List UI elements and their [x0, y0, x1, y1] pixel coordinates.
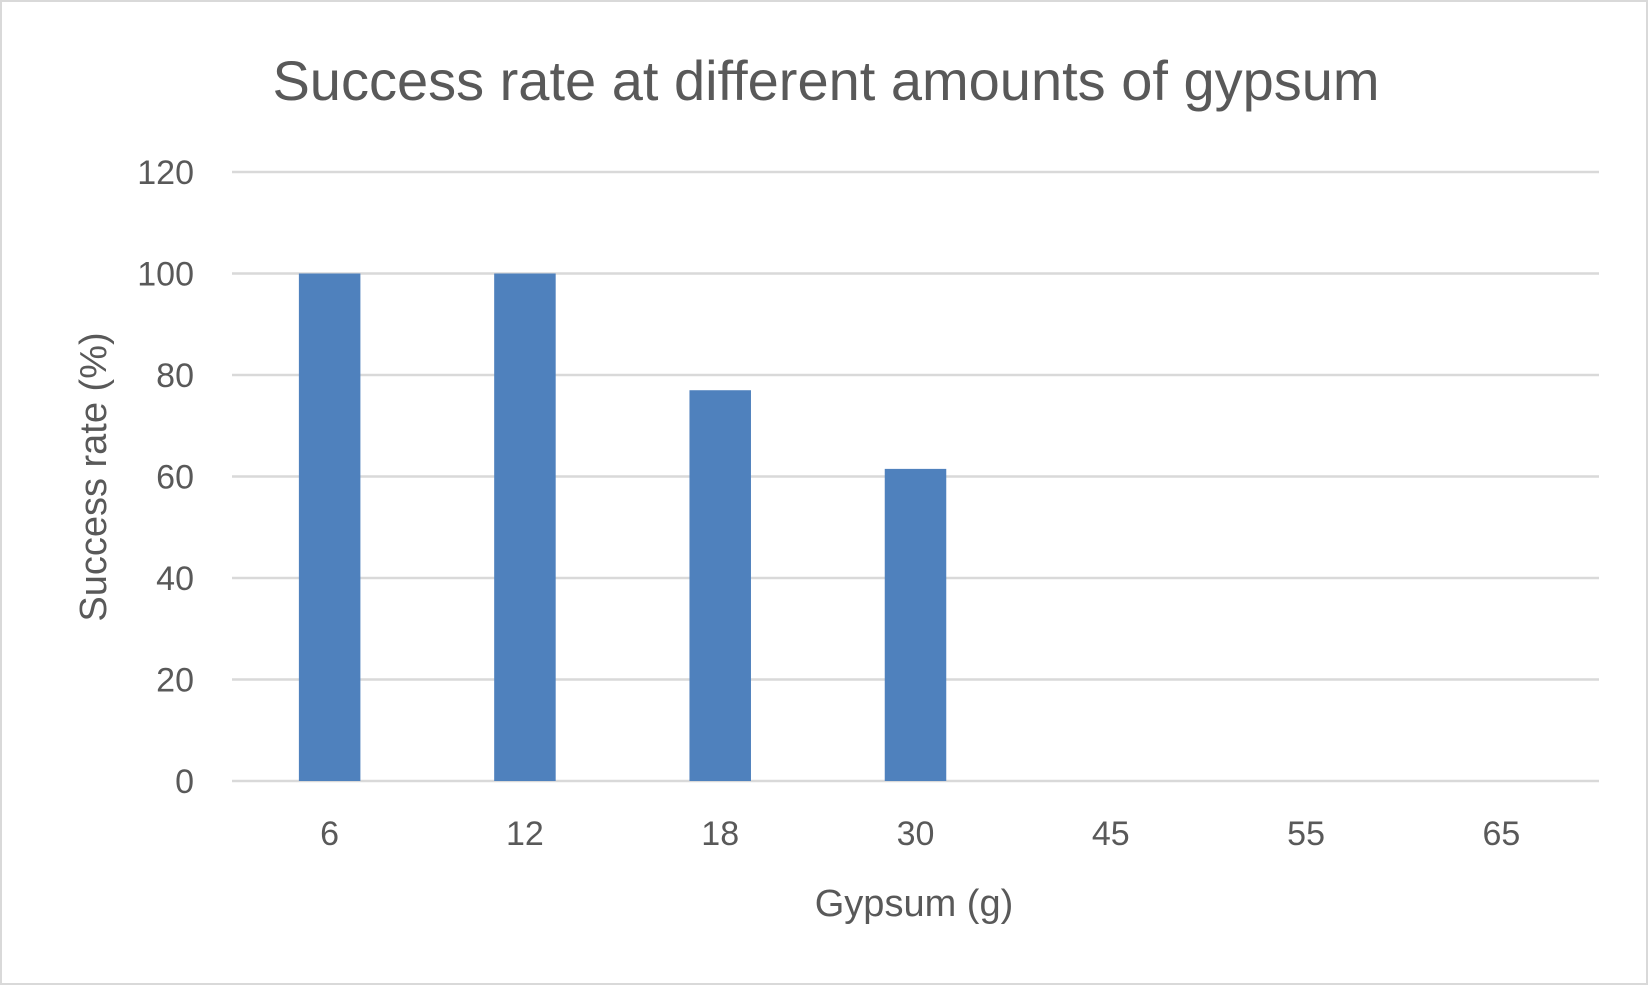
- y-tick-label: 80: [156, 357, 194, 395]
- x-tick-label: 12: [506, 815, 544, 853]
- x-axis-ticks: 6 12 18 30 45 55 65: [320, 815, 1520, 853]
- y-axis-title: Success rate (%): [73, 332, 115, 621]
- bar-18: [689, 390, 751, 781]
- bar-12: [494, 273, 556, 781]
- bar-6: [298, 273, 361, 781]
- bar-30: [884, 468, 947, 781]
- chart-title: Success rate at different amounts of gyp…: [272, 49, 1379, 112]
- y-tick-label: 100: [137, 256, 194, 294]
- x-tick-label: 65: [1482, 815, 1520, 853]
- y-tick-label: 60: [156, 459, 194, 497]
- y-tick-label: 120: [137, 154, 194, 192]
- y-tick-label: 20: [156, 662, 194, 700]
- x-axis-title: Gypsum (g): [815, 883, 1013, 925]
- bars: [298, 273, 947, 781]
- y-tick-label: 40: [156, 560, 194, 598]
- x-tick-label: 30: [897, 815, 935, 853]
- x-tick-label: 55: [1287, 815, 1325, 853]
- x-tick-label: 6: [320, 815, 339, 853]
- y-tick-label: 0: [175, 763, 194, 801]
- x-tick-label: 18: [701, 815, 739, 853]
- x-tick-label: 45: [1092, 815, 1130, 853]
- y-axis-ticks: 0 20 40 60 80 100 120: [137, 154, 194, 801]
